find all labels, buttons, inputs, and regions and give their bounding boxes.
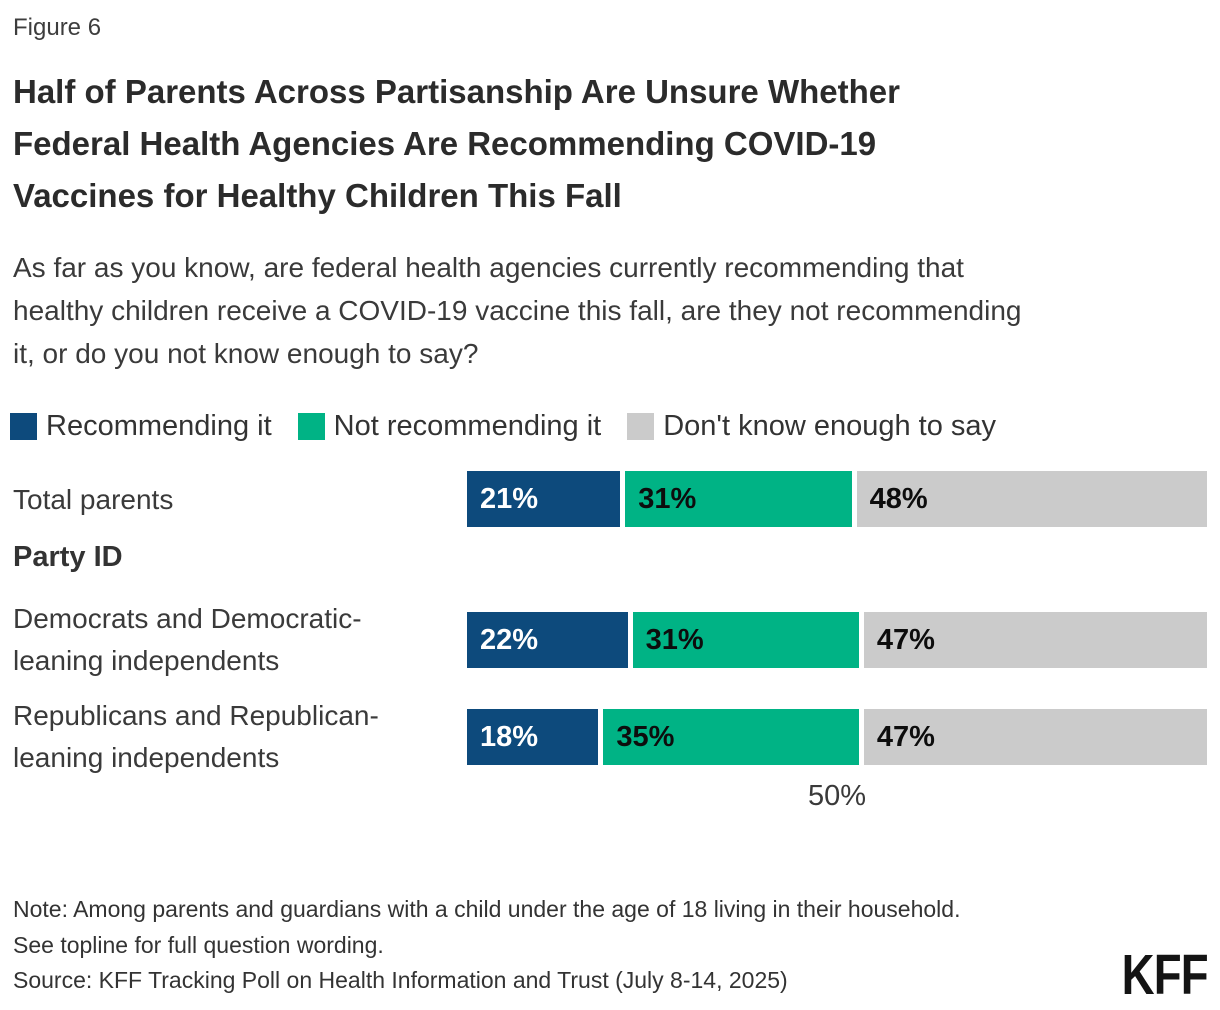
bar-segment-recommending[interactable]: 21% bbox=[467, 471, 621, 527]
bar-value-label: 47% bbox=[876, 623, 935, 656]
category-label-line: Total parents bbox=[13, 484, 174, 515]
legend-label: Recommending it bbox=[46, 410, 272, 442]
bar-value-label: 35% bbox=[616, 720, 675, 753]
x-axis: 50% bbox=[467, 780, 1207, 816]
footnote-line: Note: Among parents and guardians with a… bbox=[13, 896, 961, 922]
bar-value-label: 22% bbox=[480, 623, 539, 656]
bar-segment-not-recommending[interactable]: 31% bbox=[625, 471, 852, 527]
category-label-line: Republicans and Republican- bbox=[13, 700, 379, 731]
bar-value-label: 47% bbox=[876, 720, 935, 753]
chart-title-line: Half of Parents Across Partisanship Are … bbox=[13, 73, 900, 110]
chart-title-line: Vaccines for Healthy Children This Fall bbox=[13, 177, 622, 214]
category-label-line: leaning independents bbox=[13, 645, 280, 676]
bar-value-label: 31% bbox=[645, 623, 704, 656]
question-text-line: healthy children receive a COVID-19 vacc… bbox=[13, 295, 1022, 326]
bar-segment-not-recommending[interactable]: 31% bbox=[632, 612, 859, 668]
bar-segment-recommending[interactable]: 18% bbox=[467, 709, 599, 765]
source-line: Source: KFF Tracking Poll on Health Info… bbox=[13, 967, 788, 993]
x-axis-tick-50: 50% bbox=[807, 780, 867, 812]
legend-item-not-recommending[interactable]: Not recommending it bbox=[297, 410, 602, 443]
figure-number-label: Figure 6 bbox=[13, 14, 102, 41]
bar-value-label: 21% bbox=[480, 482, 539, 515]
legend-swatch-green bbox=[297, 413, 325, 440]
legend-item-dont-know[interactable]: Don't know enough to say bbox=[627, 410, 996, 443]
bar-segment-dont-know[interactable]: 47% bbox=[863, 612, 1207, 668]
question-text-line: As far as you know, are federal health a… bbox=[13, 252, 964, 283]
kff-logo: KFF bbox=[1121, 943, 1209, 1007]
legend: Recommending it Not recommending it Don'… bbox=[10, 410, 996, 443]
category-label-line: leaning independents bbox=[13, 742, 280, 773]
category-label-republicans: Republicans and Republican- leaning inde… bbox=[13, 695, 379, 779]
bar-row-democrats: 22% 31% 47% bbox=[467, 612, 1207, 668]
category-label-democrats: Democrats and Democratic- leaning indepe… bbox=[13, 598, 362, 682]
legend-swatch-blue bbox=[10, 413, 37, 440]
legend-item-recommending[interactable]: Recommending it bbox=[10, 410, 272, 443]
section-heading-party-id: Party ID bbox=[13, 541, 123, 573]
chart-title: Half of Parents Across Partisanship Are … bbox=[13, 66, 900, 222]
bar-value-label: 31% bbox=[638, 482, 697, 515]
bar-row-total-parents: 21% 31% 48% bbox=[467, 471, 1207, 527]
footnote: Note: Among parents and guardians with a… bbox=[13, 891, 960, 963]
bar-row-republicans: 18% 35% 47% bbox=[467, 709, 1207, 765]
bar-value-label: 48% bbox=[869, 482, 928, 515]
bar-segment-recommending[interactable]: 22% bbox=[467, 612, 628, 668]
bar-segment-not-recommending[interactable]: 35% bbox=[603, 709, 859, 765]
bar-value-label: 18% bbox=[480, 720, 539, 753]
bar-segment-dont-know[interactable]: 48% bbox=[856, 471, 1207, 527]
bar-segment-dont-know[interactable]: 47% bbox=[863, 709, 1207, 765]
question-text: As far as you know, are federal health a… bbox=[13, 246, 1022, 375]
chart-title-line: Federal Health Agencies Are Recommending… bbox=[13, 125, 877, 162]
category-label-total-parents: Total parents bbox=[13, 479, 173, 521]
question-text-line: it, or do you not know enough to say? bbox=[13, 338, 479, 369]
legend-label: Don't know enough to say bbox=[663, 410, 997, 442]
legend-label: Not recommending it bbox=[333, 410, 602, 442]
category-label-line: Democrats and Democratic- bbox=[13, 603, 362, 634]
footnote-line: See topline for full question wording. bbox=[13, 932, 384, 958]
legend-swatch-gray bbox=[627, 413, 655, 440]
